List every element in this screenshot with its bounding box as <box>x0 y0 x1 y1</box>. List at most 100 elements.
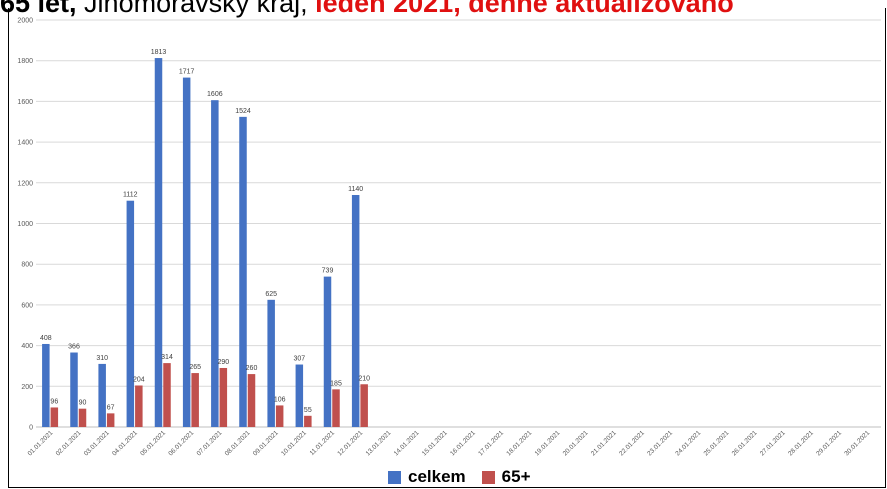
bar-celkem <box>267 299 275 427</box>
bar-celkem <box>154 58 163 427</box>
x-tick-label: 08.01.2021 <box>224 429 252 457</box>
x-tick-label: 15.01.2021 <box>421 429 449 457</box>
x-tick-label: 20.01.2021 <box>562 429 590 457</box>
y-tick-label: 800 <box>21 262 33 269</box>
bar-celkem <box>182 77 191 427</box>
legend-label-celkem: celkem <box>408 467 466 486</box>
data-label: 290 <box>217 359 229 366</box>
y-tick-label: 200 <box>21 384 33 391</box>
data-label: 1813 <box>151 49 167 56</box>
data-label: 408 <box>40 335 52 342</box>
chart-frame <box>8 8 886 488</box>
bar-celkem <box>42 343 50 427</box>
legend-item-celkem: celkem <box>388 467 466 487</box>
bar-65plus <box>219 367 228 427</box>
x-tick-label: 09.01.2021 <box>252 429 280 457</box>
x-tick-label: 03.01.2021 <box>83 429 111 457</box>
legend-label-65plus: 65+ <box>501 467 531 486</box>
data-label: 265 <box>189 364 201 371</box>
title-part-region: Jihomoravský kraj, <box>76 0 316 18</box>
data-label: 260 <box>246 365 258 372</box>
data-label: 307 <box>293 356 305 363</box>
x-tick-label: 27.01.2021 <box>759 429 787 457</box>
x-tick-label: 13.01.2021 <box>365 429 393 457</box>
y-tick-label: 1600 <box>17 99 33 106</box>
data-label: 625 <box>265 291 277 298</box>
x-tick-label: 11.01.2021 <box>309 429 337 457</box>
data-label: 739 <box>322 268 334 275</box>
x-tick-label: 30.01.2021 <box>843 429 871 457</box>
data-label: 1524 <box>235 108 251 115</box>
bar-celkem <box>126 200 135 427</box>
data-label: 90 <box>79 400 87 407</box>
y-tick-label: 1000 <box>17 221 33 228</box>
y-tick-label: 1200 <box>17 180 33 187</box>
legend-swatch-65plus <box>481 470 495 484</box>
x-tick-label: 22.01.2021 <box>618 429 646 457</box>
legend-swatch-celkem <box>388 470 401 484</box>
bar-celkem <box>239 116 247 427</box>
chart-title: 65 let, Jihomoravský kraj, leden 2021, d… <box>0 0 887 20</box>
data-label: 67 <box>107 404 115 411</box>
data-label: 1112 <box>123 192 138 199</box>
bar-celkem <box>70 352 78 427</box>
data-label: 106 <box>274 396 286 403</box>
bar-65plus <box>191 373 199 427</box>
bar-celkem <box>351 195 360 427</box>
x-tick-label: 28.01.2021 <box>787 429 815 457</box>
bar-65plus <box>332 389 340 427</box>
x-tick-label: 02.01.2021 <box>55 429 83 457</box>
y-tick-label: 1400 <box>17 140 33 147</box>
x-tick-label: 01.01.2021 <box>27 429 55 457</box>
bar-65plus <box>275 405 284 427</box>
data-label: 310 <box>96 355 108 362</box>
data-label: 366 <box>68 344 80 351</box>
bar-65plus <box>304 415 312 427</box>
bar-65plus <box>50 407 59 427</box>
y-tick-label: 2000 <box>17 18 33 25</box>
y-tick-label: 0 <box>29 425 33 432</box>
data-label: 185 <box>330 380 342 387</box>
data-label: 314 <box>161 354 173 361</box>
data-label: 55 <box>304 407 312 414</box>
x-tick-label: 14.01.2021 <box>393 429 421 457</box>
x-tick-label: 19.01.2021 <box>534 429 562 457</box>
data-label: 1717 <box>179 69 195 76</box>
bar-celkem <box>323 276 332 427</box>
x-tick-label: 06.01.2021 <box>167 429 195 457</box>
data-label: 1606 <box>207 91 223 98</box>
bar-celkem <box>211 100 219 427</box>
bar-65plus <box>247 374 256 427</box>
x-tick-label: 16.01.2021 <box>449 429 477 457</box>
x-tick-label: 10.01.2021 <box>280 429 308 457</box>
y-tick-label: 1800 <box>17 58 33 65</box>
x-tick-label: 18.01.2021 <box>505 429 533 457</box>
x-tick-label: 12.01.2021 <box>336 429 364 457</box>
bar-65plus <box>135 385 143 427</box>
legend: celkem 65+ <box>388 466 547 488</box>
x-tick-label: 07.01.2021 <box>196 429 224 457</box>
bar-celkem <box>295 364 304 427</box>
x-tick-label: 24.01.2021 <box>674 429 702 457</box>
bar-celkem <box>98 363 106 427</box>
bar-65plus <box>78 408 87 427</box>
data-label: 1140 <box>348 186 363 193</box>
x-tick-label: 04.01.2021 <box>111 429 139 457</box>
x-tick-label: 23.01.2021 <box>646 429 674 457</box>
x-tick-label: 05.01.2021 <box>139 429 167 457</box>
title-part-period: leden 2021, denně aktualizováno <box>315 0 734 18</box>
x-tick-label: 21.01.2021 <box>590 429 618 457</box>
bar-65plus <box>360 384 368 427</box>
bar-65plus <box>163 363 171 427</box>
data-label: 204 <box>133 376 145 383</box>
y-tick-label: 600 <box>21 302 33 309</box>
title-part-age: 65 let, <box>0 0 77 18</box>
legend-item-65plus: 65+ <box>481 467 531 487</box>
x-tick-label: 29.01.2021 <box>815 429 843 457</box>
x-tick-label: 26.01.2021 <box>731 429 759 457</box>
y-tick-label: 400 <box>21 343 33 350</box>
x-tick-label: 17.01.2021 <box>477 429 505 457</box>
data-label: 210 <box>358 375 370 382</box>
data-label: 96 <box>50 398 58 405</box>
